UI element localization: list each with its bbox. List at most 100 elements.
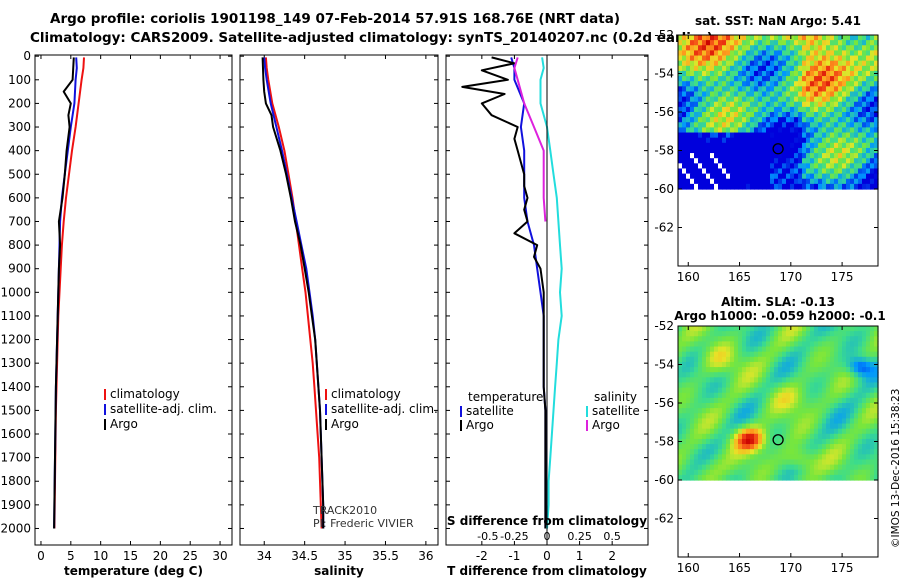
map-cell xyxy=(754,433,759,440)
map-cell xyxy=(874,428,879,435)
map-cell xyxy=(718,65,723,72)
map-cell xyxy=(870,45,875,51)
map-cell xyxy=(826,418,831,425)
map-cell xyxy=(750,50,755,57)
map-cell xyxy=(826,112,831,118)
map-cell xyxy=(790,45,795,51)
map-cell xyxy=(798,117,803,123)
map-cell xyxy=(702,341,707,348)
map-cell xyxy=(842,413,847,419)
map-cell xyxy=(822,70,827,77)
map-cell xyxy=(730,137,735,144)
map-cell xyxy=(686,433,691,440)
map-cell xyxy=(798,153,803,159)
map-cell xyxy=(718,117,723,123)
map-cell xyxy=(846,70,851,77)
map-cell xyxy=(846,76,851,82)
map-cell xyxy=(834,408,839,414)
map-cell xyxy=(778,137,783,144)
map-cell xyxy=(738,132,743,139)
map-cell xyxy=(726,459,731,466)
map-cell xyxy=(686,142,691,149)
map-cell xyxy=(718,60,723,67)
map-cell xyxy=(770,392,775,399)
map-cell xyxy=(782,377,787,384)
map-cell xyxy=(738,147,743,154)
map-cell xyxy=(722,60,727,67)
map-cell xyxy=(874,408,879,414)
map-cell xyxy=(798,65,803,72)
map-cell xyxy=(742,351,747,358)
map-cell xyxy=(838,153,843,159)
map-cell xyxy=(810,474,815,481)
map-cell xyxy=(838,428,843,435)
map-cell xyxy=(838,55,843,62)
map-cell xyxy=(846,372,851,378)
map-cell xyxy=(794,474,799,481)
map-cell xyxy=(838,361,843,368)
map-cell xyxy=(678,142,683,149)
map-cell xyxy=(742,40,747,46)
map-cell xyxy=(826,464,831,471)
map-cell xyxy=(694,408,699,414)
map-cell xyxy=(854,387,859,394)
map-cell xyxy=(842,454,847,461)
map-cell xyxy=(750,147,755,154)
map-cell xyxy=(782,81,787,87)
map-cell xyxy=(854,469,859,476)
map-cell xyxy=(862,444,867,450)
map-cell xyxy=(722,351,727,358)
map-cell xyxy=(802,101,807,108)
map-cell xyxy=(778,428,783,435)
map-cell xyxy=(802,70,807,77)
map-x-tick-label: 170 xyxy=(779,561,802,575)
map-cell xyxy=(786,387,791,394)
map-cell xyxy=(798,392,803,399)
map-cell xyxy=(690,413,695,419)
map-cell xyxy=(854,101,859,108)
map-cell xyxy=(834,40,839,46)
map-cell xyxy=(794,163,799,170)
map-cell xyxy=(710,418,715,425)
map-cell xyxy=(798,106,803,113)
map-cell xyxy=(830,132,835,139)
map-cell xyxy=(778,382,783,389)
map-cell xyxy=(830,173,835,180)
map-cell xyxy=(774,86,779,93)
map-cell xyxy=(874,96,879,103)
map-cell xyxy=(758,428,763,435)
x-tick-label: 5 xyxy=(67,549,75,563)
map-cell xyxy=(774,464,779,471)
map-cell xyxy=(782,173,787,180)
map-cell xyxy=(838,449,843,455)
map-cell xyxy=(734,117,739,123)
map-cell xyxy=(802,459,807,466)
map-cell xyxy=(786,356,791,363)
map-cell xyxy=(786,454,791,461)
map-cell xyxy=(718,331,723,337)
map-cell xyxy=(754,418,759,425)
map-cell xyxy=(686,449,691,455)
map-cell xyxy=(742,356,747,363)
map-cell xyxy=(718,408,723,414)
depth-tick-label: 900 xyxy=(8,262,31,276)
map-cell xyxy=(790,86,795,93)
map-cell xyxy=(714,336,719,342)
map-cell xyxy=(734,70,739,77)
map-cell xyxy=(714,70,719,77)
map-cell xyxy=(730,361,735,368)
map-cell xyxy=(846,163,851,170)
map-cell xyxy=(698,153,703,159)
annotation-text: TRACK2010 xyxy=(312,504,377,517)
map-cell xyxy=(790,127,795,134)
map-cell xyxy=(794,132,799,139)
map-cell xyxy=(714,35,719,41)
map-cell xyxy=(818,91,823,98)
map-cell xyxy=(766,178,771,185)
map-cell xyxy=(766,173,771,180)
map-cell xyxy=(862,70,867,77)
map-cell xyxy=(762,464,767,471)
map-cell xyxy=(690,326,695,332)
map-cell xyxy=(842,158,847,164)
map-cell xyxy=(822,336,827,342)
